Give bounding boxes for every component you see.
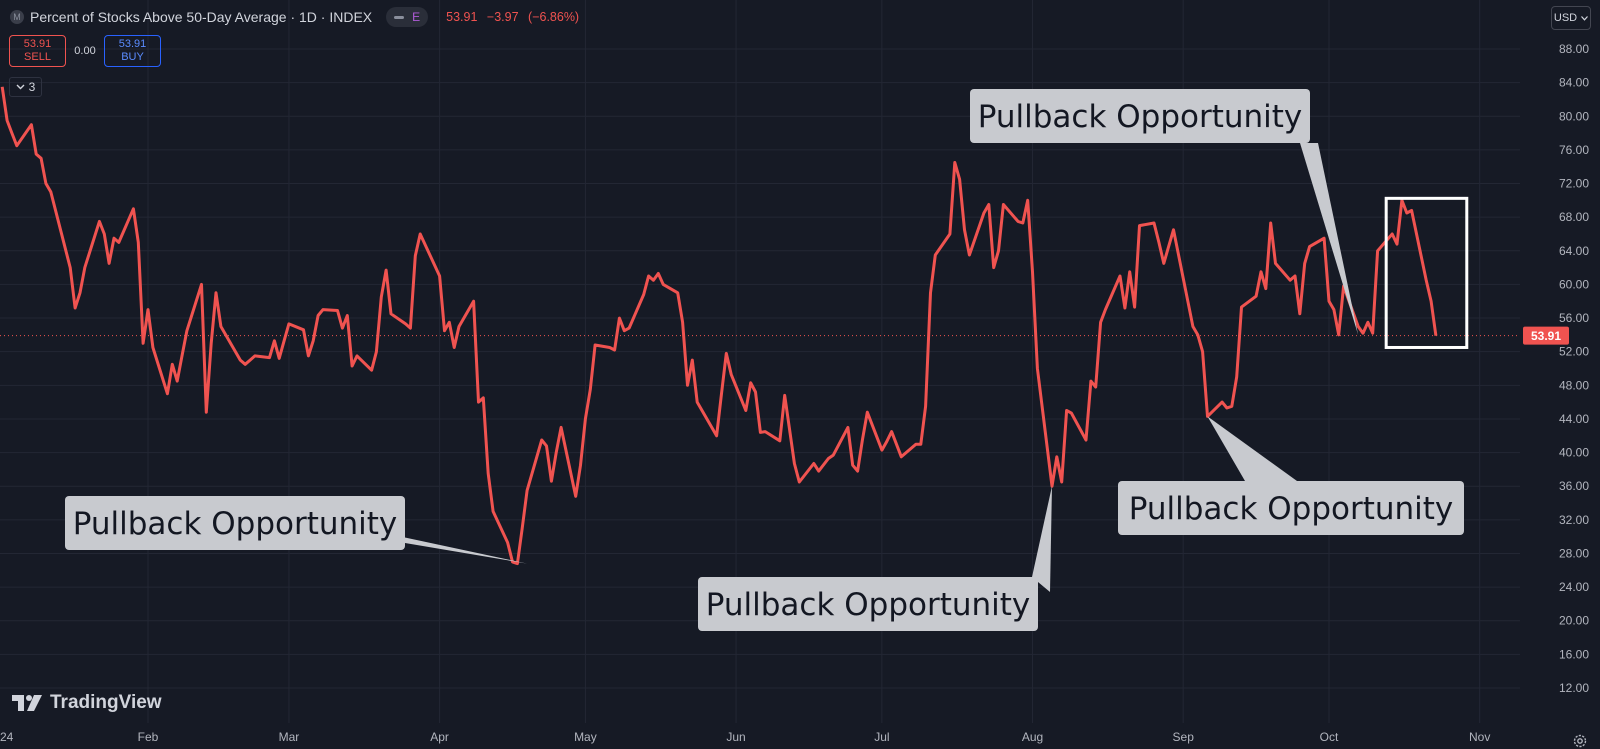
currency-select[interactable]: USD xyxy=(1551,6,1591,30)
trade-panel: 53.91 SELL 0.00 53.91 BUY xyxy=(9,35,161,67)
annotation-text: Pullback Opportunity xyxy=(1129,491,1454,527)
highlight-box xyxy=(1384,196,1469,349)
y-tick-label: 60.00 xyxy=(1559,277,1589,291)
annotation-text: Pullback Opportunity xyxy=(706,587,1031,623)
gear-icon[interactable] xyxy=(1572,733,1588,749)
x-axis: 24 Feb Mar Apr May Jun Jul Aug Sep Oct Nov xyxy=(0,723,1520,749)
tradingview-logo[interactable]: TradingView xyxy=(12,692,162,714)
annotation-box xyxy=(970,89,1310,143)
currency-label: USD xyxy=(1553,12,1578,24)
chart-header: M Percent of Stocks Above 50-Day Average… xyxy=(10,7,585,27)
x-tick-label: Aug xyxy=(1022,730,1043,744)
sell-price: 53.91 xyxy=(23,38,52,50)
y-tick-label: 76.00 xyxy=(1559,143,1589,157)
y-tick-label: 48.00 xyxy=(1559,378,1589,392)
y-axis-panel[interactable] xyxy=(1520,0,1600,749)
y-tick-label: 28.00 xyxy=(1559,546,1589,560)
y-tick-label: 20.00 xyxy=(1559,614,1589,628)
spread-value: 0.00 xyxy=(74,45,96,57)
y-tick-label: 72.00 xyxy=(1559,177,1589,191)
series-line xyxy=(0,86,1438,566)
annotation-box xyxy=(698,577,1038,631)
y-tick-label: 36.00 xyxy=(1559,479,1589,493)
buy-price: 53.91 xyxy=(118,38,147,50)
x-tick-label: Jul xyxy=(874,730,889,744)
annotation-text: Pullback Opportunity xyxy=(978,99,1303,135)
price-change-pct: (−6.86%) xyxy=(528,10,580,24)
annotation-box xyxy=(65,496,405,550)
last-value-tag-bg xyxy=(1523,326,1569,345)
indicators-count: 3 xyxy=(28,80,36,94)
x-tick-label: 24 xyxy=(0,730,14,744)
last-value-label: 53.91 xyxy=(1531,329,1561,343)
y-tick-label: 44.00 xyxy=(1559,412,1589,426)
x-tick-label: Oct xyxy=(1320,730,1339,744)
chevron-down-icon xyxy=(1581,15,1589,21)
annotation-pointer xyxy=(1032,486,1052,592)
y-tick-label: 56.00 xyxy=(1559,311,1589,325)
annotation-pointer xyxy=(1207,416,1297,481)
brand-name: TradingView xyxy=(50,692,162,713)
y-axis: 12.00 16.00 20.00 24.00 28.00 32.00 36.00 40.00… xyxy=(1520,0,1600,749)
buy-label: BUY xyxy=(121,51,144,63)
last-price: 53.91 xyxy=(446,10,478,24)
symbol-icon: M xyxy=(10,10,24,24)
y-tick-label: 32.00 xyxy=(1559,513,1589,527)
x-tick-label: Jun xyxy=(726,730,745,744)
annotation-callout[interactable]: Pullback Opportunity xyxy=(970,89,1359,335)
y-tick-label: 80.00 xyxy=(1559,109,1589,123)
last-value-tag: 53.91 xyxy=(1523,326,1569,345)
x-axis-panel[interactable] xyxy=(0,723,1520,749)
y-tick-label: 24.00 xyxy=(1559,580,1589,594)
x-tick-label: Apr xyxy=(430,730,449,744)
x-tick-label: Sep xyxy=(1173,730,1195,744)
y-tick-label: 84.00 xyxy=(1559,76,1589,90)
annotations: Pullback Opportunity Pullback Opportunity… xyxy=(65,89,1464,631)
earnings-badge: E xyxy=(412,10,421,24)
minus-icon xyxy=(394,15,405,19)
x-tick-label: Nov xyxy=(1469,730,1490,744)
sell-button[interactable]: 53.91 SELL xyxy=(9,35,66,67)
annotation-text: Pullback Opportunity xyxy=(73,506,398,542)
x-tick-label: Feb xyxy=(138,730,159,744)
sell-label: SELL xyxy=(24,51,51,63)
earnings-pill[interactable]: E xyxy=(386,7,429,27)
annotation-box xyxy=(1118,481,1464,535)
chevron-down-icon xyxy=(16,84,25,90)
tradingview-logo-icon xyxy=(12,695,42,711)
price-values: 53.91 −3.97 (−6.86%) xyxy=(446,10,585,24)
y-tick-label: 12.00 xyxy=(1559,681,1589,695)
chart-title[interactable]: Percent of Stocks Above 50-Day Average ·… xyxy=(30,9,373,25)
annotation-pointer xyxy=(370,530,528,564)
indicators-toggle[interactable]: 3 xyxy=(9,77,42,97)
x-tick-label: May xyxy=(574,730,597,744)
buy-button[interactable]: 53.91 BUY xyxy=(104,35,161,67)
x-tick-label: Mar xyxy=(279,730,300,744)
annotation-pointer xyxy=(1300,143,1359,335)
annotation-callout[interactable]: Pullback Opportunity xyxy=(698,486,1052,631)
annotation-callout[interactable]: Pullback Opportunity xyxy=(1118,416,1464,535)
y-tick-label: 64.00 xyxy=(1559,244,1589,258)
y-tick-label: 40.00 xyxy=(1559,446,1589,460)
annotation-callout[interactable]: Pullback Opportunity xyxy=(65,496,528,564)
y-tick-label: 88.00 xyxy=(1559,42,1589,56)
price-change: −3.97 xyxy=(486,10,519,24)
y-tick-label: 68.00 xyxy=(1559,210,1589,224)
y-tick-label: 16.00 xyxy=(1559,647,1589,661)
y-tick-label: 52.00 xyxy=(1559,345,1589,359)
